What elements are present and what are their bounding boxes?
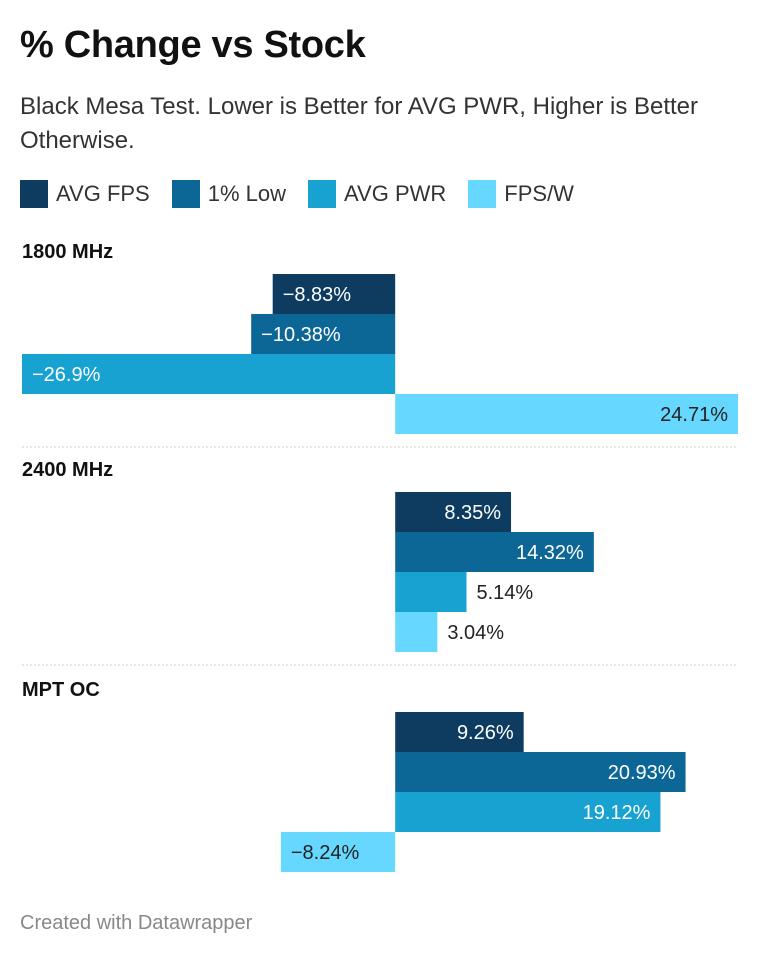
bar-value-label: 8.35% (444, 502, 501, 524)
group-2: MPT OC 9.26% 20.93% 19.12% −8.24% (22, 679, 686, 872)
bar (280, 832, 396, 872)
bar (272, 274, 396, 314)
legend-label-avg-pwr: AVG PWR (344, 181, 447, 206)
legend-swatch-fps-per-watt (468, 180, 497, 208)
bar (395, 492, 512, 532)
legend-swatch-avg-fps (20, 180, 48, 208)
bar-value-label: 20.93% (608, 762, 676, 784)
bar-value-label: −26.9% (32, 364, 101, 386)
legend-label-avg-fps: AVG FPS (56, 181, 150, 206)
group-1: 2400 MHz 8.35% 14.32% 5.14% 3.04% (22, 459, 738, 666)
bar-value-label: 19.12% (583, 802, 651, 824)
legend-item-1pct-low: 1% Low (171, 180, 287, 208)
bar-value-label: −8.24% (291, 842, 360, 864)
bar (251, 314, 396, 354)
bar (22, 354, 396, 394)
chart-subtitle: Black Mesa Test. Lower is Better for AVG… (20, 93, 699, 154)
bar-value-label: −10.38% (261, 324, 341, 346)
group-label: MPT OC (22, 679, 100, 701)
legend-swatch-avg-pwr (308, 180, 337, 208)
bar (395, 712, 524, 752)
bar (395, 532, 594, 572)
bar-value-label: 24.71% (660, 404, 728, 426)
bar (395, 612, 438, 652)
chart-title: % Change vs Stock (20, 24, 366, 66)
bar-value-label: 9.26% (457, 722, 514, 744)
bar (395, 572, 467, 612)
legend-label-1pct-low: 1% Low (207, 181, 287, 206)
footer-credit: Created with Datawrapper (20, 912, 253, 934)
group-label: 2400 MHz (22, 459, 113, 481)
group-0: 1800 MHz −8.83% −10.38% −26.9% 24.71% (22, 241, 738, 448)
legend: AVG FPS 1% Low AVG PWR FPS/W (20, 180, 596, 208)
group-label: 1800 MHz (22, 241, 113, 263)
bar-value-label: 14.32% (516, 542, 584, 564)
legend-item-fps-per-watt: FPS/W (468, 180, 574, 208)
bar-value-label: 5.14% (476, 582, 533, 604)
legend-label-fps-per-watt: FPS/W (504, 181, 574, 206)
legend-item-avg-fps: AVG FPS (20, 180, 150, 208)
bar-value-label: −8.83% (283, 284, 352, 306)
bar-value-label: 3.04% (447, 622, 504, 644)
legend-swatch-1pct-low (171, 180, 200, 208)
bar (395, 394, 738, 434)
legend-item-avg-pwr: AVG PWR (308, 180, 446, 208)
bar (395, 792, 661, 832)
bar (395, 752, 686, 792)
